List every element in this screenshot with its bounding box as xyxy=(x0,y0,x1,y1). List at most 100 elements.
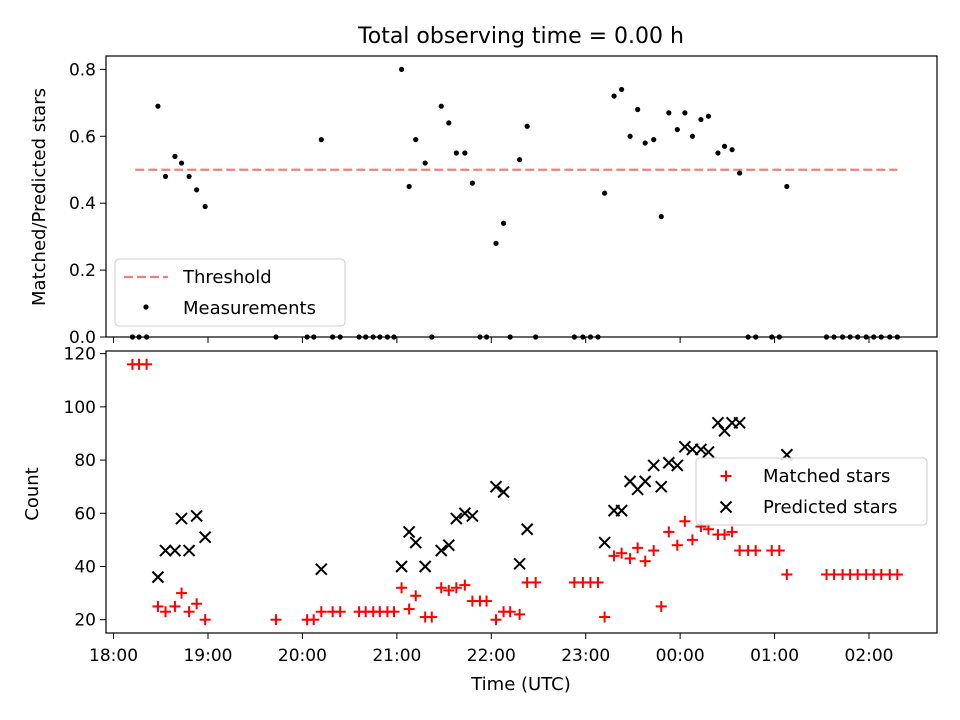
matched-star-point xyxy=(315,606,327,618)
predicted-star-point xyxy=(159,544,172,557)
matched-star-point xyxy=(481,595,493,607)
measurement-point xyxy=(356,334,362,340)
predicted-star-point xyxy=(402,525,416,539)
legend-threshold-label: Threshold xyxy=(182,267,272,288)
measurement-point xyxy=(587,334,594,340)
predicted-star-point xyxy=(458,507,472,520)
predicted-star-point xyxy=(190,509,203,523)
measurement-point xyxy=(737,170,743,176)
matched-star-point xyxy=(443,584,455,596)
matched-star-point xyxy=(459,579,471,591)
bottom-y-tick-label: 40 xyxy=(74,557,96,577)
bottom-x-tick-label: 01:00 xyxy=(750,646,799,666)
measurement-point xyxy=(370,334,376,340)
measurement-point xyxy=(658,213,664,220)
predicted-star-point xyxy=(198,531,212,544)
measurement-point xyxy=(776,334,782,340)
measurement-point xyxy=(330,334,336,340)
top-y-tick-label: 0.4 xyxy=(69,194,96,214)
predicted-star-point xyxy=(466,509,479,523)
matched-star-point xyxy=(388,606,400,618)
measurement-point xyxy=(571,334,577,340)
matched-star-point xyxy=(403,603,415,615)
measurement-point xyxy=(155,103,161,109)
measurement-point xyxy=(635,106,641,113)
predicted-star-point xyxy=(615,504,628,517)
x-marker-b xyxy=(198,531,212,544)
x-marker-b xyxy=(489,480,503,493)
matched-star-point xyxy=(490,614,502,626)
bottom-x-tick-label: 02:00 xyxy=(845,646,894,666)
matched-star-point xyxy=(152,600,164,612)
measurement-point xyxy=(311,334,317,340)
matched-star-point xyxy=(159,606,171,618)
bottom-legend: Matched stars Predicted stars xyxy=(695,457,928,526)
measurement-point xyxy=(611,93,617,99)
x-marker-b xyxy=(450,512,463,525)
legend-measurements-label: Measurements xyxy=(183,298,316,319)
matched-star-point xyxy=(514,608,526,620)
measurement-point xyxy=(666,110,672,116)
measurement-point xyxy=(162,173,169,180)
measurement-point xyxy=(729,147,735,153)
measurement-point xyxy=(318,137,324,143)
measurement-point xyxy=(769,334,775,340)
measurement-point xyxy=(839,334,846,340)
measurement-point xyxy=(178,160,185,166)
measurement-point xyxy=(651,137,657,143)
measurement-point xyxy=(406,183,412,190)
x-marker-b xyxy=(395,560,408,573)
matched-star-point xyxy=(773,545,785,557)
matched-star-point xyxy=(396,582,408,594)
predicted-star-point xyxy=(520,523,534,536)
top-y-tick-label: 0.0 xyxy=(69,328,96,348)
predicted-star-point xyxy=(655,480,668,493)
measurement-point xyxy=(855,334,861,340)
matched-star-point xyxy=(639,555,651,567)
measurement-point xyxy=(144,334,150,340)
matched-star-point xyxy=(599,611,611,623)
matched-star-point xyxy=(686,534,698,546)
bottom-x-tick-label: 23:00 xyxy=(561,646,610,666)
x-marker-b xyxy=(175,512,188,525)
matched-star-point xyxy=(141,358,153,370)
predicted-star-point xyxy=(647,459,660,472)
x-marker-b xyxy=(678,440,692,453)
x-marker-b xyxy=(623,475,637,488)
measurement-point xyxy=(363,334,369,340)
matched-star-point xyxy=(702,523,714,535)
x-marker-b xyxy=(513,557,526,571)
measurement-point xyxy=(398,66,405,72)
bottom-plot-area: 20 40 60 80 100 120 18:00 19:00 20:00 21:00 22:00 2… xyxy=(64,345,938,666)
measurement-point xyxy=(831,334,837,340)
measurement-point xyxy=(674,126,680,133)
measurement-point xyxy=(533,334,539,340)
legend-predicted-swatch xyxy=(719,500,733,514)
legend-matched-label: Matched stars xyxy=(763,466,890,487)
bottom-y-tick-label: 20 xyxy=(74,611,96,631)
matched-star-point xyxy=(334,606,346,618)
matched-star-point xyxy=(176,587,188,599)
bottom-y-tick-label: 100 xyxy=(64,398,96,418)
predicted-star-point xyxy=(598,536,611,549)
x-marker-b xyxy=(151,570,165,584)
top-legend: Threshold Measurements xyxy=(114,258,346,327)
x-marker-b xyxy=(702,445,715,459)
measurement-point xyxy=(172,153,178,159)
measurement-point xyxy=(753,334,759,340)
x-marker-b xyxy=(315,562,328,576)
x-marker-b xyxy=(442,539,455,552)
matched-star-point xyxy=(308,614,320,626)
measurement-point xyxy=(705,113,712,119)
predicted-star-point xyxy=(497,485,510,499)
predicted-star-point xyxy=(175,512,188,525)
measurement-point xyxy=(500,220,507,226)
bottom-x-tick-label: 19:00 xyxy=(183,646,232,666)
predicted-star-point xyxy=(151,570,165,584)
measurement-point xyxy=(618,86,625,93)
bottom-axes-frame xyxy=(105,350,938,634)
x-marker-b xyxy=(598,536,611,549)
legend-matched-swatch xyxy=(720,470,732,482)
matched-star-point xyxy=(719,529,731,541)
